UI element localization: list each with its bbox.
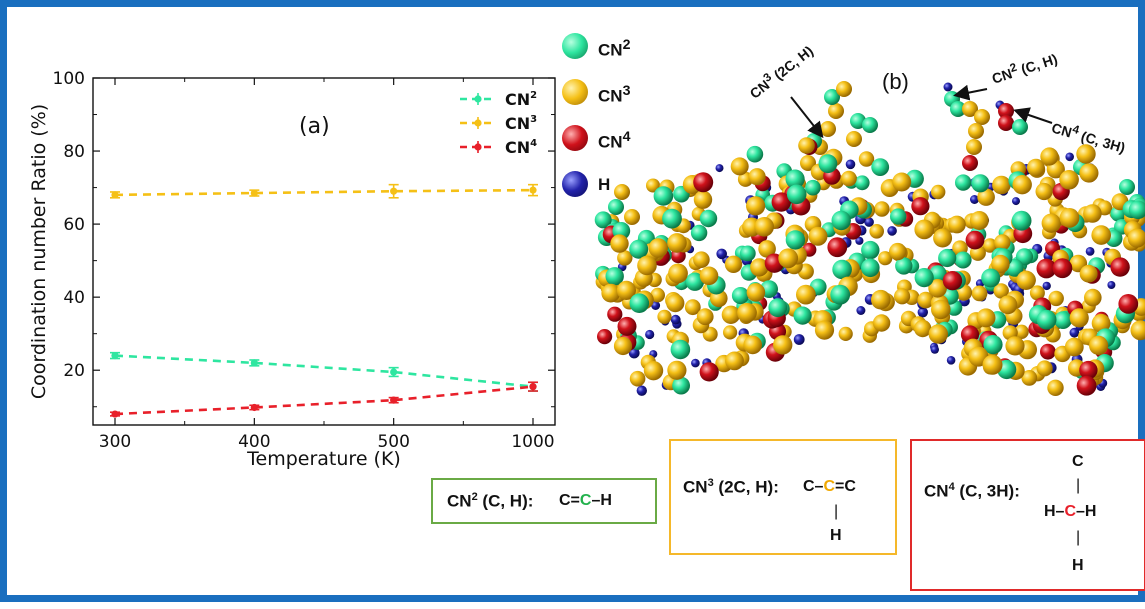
cn2-formula-box: CN2 (C, H): C=C–H: [431, 478, 657, 524]
cn4-formula-box: CN4 (C, 3H): C | H–C–H | H: [910, 439, 1145, 591]
cn2-box-formula: C=C–H: [559, 492, 612, 510]
cn3-box-label: CN3 (2C, H):: [683, 477, 779, 498]
cn3-box-h: H: [830, 527, 842, 545]
cn4-box-label: CN4 (C, 3H):: [924, 481, 1020, 502]
cn4-box-bottom-h: H: [1072, 557, 1084, 575]
cn3-formula-box: CN3 (2C, H): C–C=C | H: [669, 439, 897, 555]
cn4-box-bond-top: |: [1076, 477, 1080, 495]
cn2-box-label: CN2 (C, H):: [447, 491, 533, 512]
cn4-box-bond-bottom: |: [1076, 529, 1080, 547]
cn4-box-middle: H–C–H: [1044, 503, 1096, 521]
cn3-box-bond: |: [834, 503, 838, 521]
cn3-box-formula: C–C=C: [803, 478, 856, 496]
cn4-box-top-c: C: [1072, 453, 1084, 471]
